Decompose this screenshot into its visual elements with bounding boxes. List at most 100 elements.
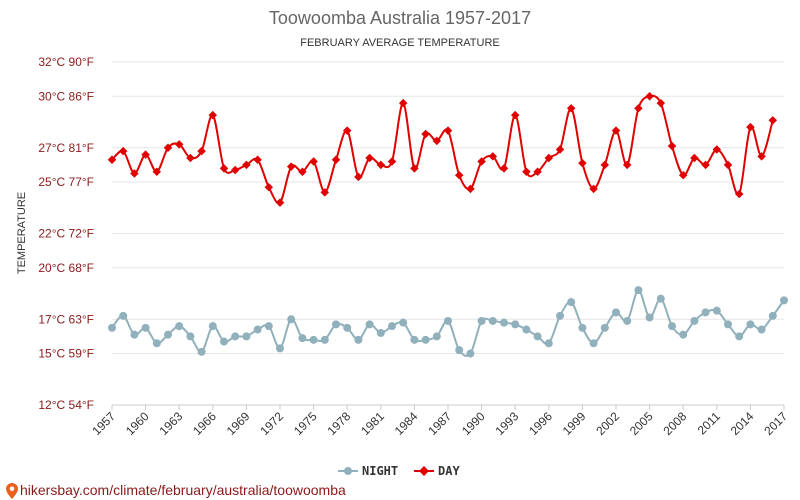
data-point-night-1969[interactable]	[242, 332, 251, 341]
data-point-night-1962[interactable]	[164, 330, 172, 339]
data-point-night-2001[interactable]	[600, 323, 609, 332]
data-point-night-1995[interactable]	[533, 332, 542, 341]
data-point-day-1967[interactable]	[219, 164, 229, 173]
data-point-day-1965[interactable]	[197, 146, 206, 156]
data-point-night-1991[interactable]	[488, 316, 497, 325]
data-point-day-2001[interactable]	[600, 160, 610, 170]
data-point-night-1967[interactable]	[220, 337, 228, 346]
data-point-day-1964[interactable]	[186, 153, 195, 163]
data-point-day-2007[interactable]	[667, 141, 677, 151]
data-point-night-1961[interactable]	[152, 339, 161, 348]
data-point-day-1969[interactable]	[242, 160, 251, 170]
data-point-day-1968[interactable]	[230, 165, 240, 175]
data-point-day-2016[interactable]	[768, 116, 778, 125]
data-point-night-1997[interactable]	[556, 311, 564, 320]
data-point-night-2012[interactable]	[724, 320, 732, 329]
data-point-night-2009[interactable]	[690, 316, 699, 325]
data-point-night-2015[interactable]	[757, 325, 766, 334]
data-point-day-1984[interactable]	[410, 164, 419, 173]
data-point-night-2000[interactable]	[589, 339, 598, 348]
data-point-day-2004[interactable]	[634, 104, 643, 113]
data-point-day-1962[interactable]	[163, 143, 173, 152]
data-point-night-1957[interactable]	[108, 323, 116, 332]
legend-item-day[interactable]: DAY	[414, 464, 460, 478]
data-point-night-2013[interactable]	[735, 332, 744, 341]
data-point-night-1976[interactable]	[320, 335, 329, 344]
data-point-night-2002[interactable]	[612, 308, 620, 317]
data-point-night-1970[interactable]	[253, 325, 262, 334]
data-point-day-1994[interactable]	[522, 167, 531, 177]
data-point-day-1974[interactable]	[298, 167, 307, 177]
data-point-night-1986[interactable]	[432, 332, 441, 341]
data-point-night-2017[interactable]	[780, 296, 788, 305]
data-point-night-1966[interactable]	[208, 322, 217, 331]
data-point-night-1960[interactable]	[141, 323, 150, 332]
data-point-day-1980[interactable]	[365, 153, 374, 163]
data-point-night-1987[interactable]	[444, 316, 452, 325]
data-point-day-1972[interactable]	[275, 198, 285, 207]
data-point-night-2004[interactable]	[634, 286, 643, 295]
legend-item-night[interactable]: NIGHT	[338, 464, 398, 478]
data-point-day-2005[interactable]	[645, 92, 654, 101]
data-point-night-2007[interactable]	[668, 322, 676, 331]
data-point-night-1989[interactable]	[466, 349, 475, 358]
data-point-night-1977[interactable]	[332, 320, 340, 329]
data-point-day-1960[interactable]	[141, 150, 150, 159]
data-point-day-1970[interactable]	[253, 155, 262, 164]
data-point-night-1973[interactable]	[287, 315, 296, 324]
data-point-night-1996[interactable]	[544, 339, 553, 348]
footer-url[interactable]: hikersbay.com/climate/february/australia…	[20, 482, 346, 498]
data-point-night-1988[interactable]	[455, 346, 464, 355]
data-point-night-1972[interactable]	[276, 344, 284, 353]
data-point-day-1958[interactable]	[118, 146, 128, 156]
data-point-day-1976[interactable]	[320, 188, 330, 197]
data-point-night-1968[interactable]	[231, 332, 240, 341]
data-point-day-1971[interactable]	[264, 182, 274, 192]
data-point-night-2010[interactable]	[701, 308, 710, 317]
data-point-night-1992[interactable]	[500, 318, 508, 327]
data-point-day-1988[interactable]	[454, 170, 464, 180]
data-point-night-1985[interactable]	[421, 335, 430, 344]
data-point-night-1979[interactable]	[354, 335, 363, 344]
data-point-day-1975[interactable]	[309, 157, 318, 166]
data-point-night-1958[interactable]	[119, 311, 128, 320]
data-point-day-1989[interactable]	[466, 184, 475, 194]
data-point-day-1985[interactable]	[421, 129, 430, 139]
data-point-day-2006[interactable]	[656, 98, 666, 108]
data-point-night-2006[interactable]	[656, 294, 665, 303]
data-point-day-1986[interactable]	[432, 136, 442, 146]
data-point-day-1982[interactable]	[387, 157, 397, 166]
data-point-day-1966[interactable]	[208, 110, 218, 120]
data-point-day-1983[interactable]	[398, 98, 408, 108]
data-point-night-2014[interactable]	[746, 320, 755, 329]
data-point-night-1990[interactable]	[477, 316, 486, 325]
data-point-night-2011[interactable]	[712, 306, 721, 315]
footer-link[interactable]: hikersbay.com/climate/february/australia…	[6, 482, 346, 499]
data-point-night-2003[interactable]	[623, 316, 632, 325]
data-point-day-2012[interactable]	[723, 160, 733, 170]
data-point-night-1993[interactable]	[511, 320, 520, 329]
data-point-night-1963[interactable]	[175, 322, 184, 331]
data-point-day-1957[interactable]	[107, 155, 117, 164]
data-point-day-1993[interactable]	[510, 110, 520, 120]
data-point-night-1965[interactable]	[197, 347, 206, 356]
data-point-night-1981[interactable]	[376, 328, 385, 337]
data-point-day-1990[interactable]	[477, 157, 486, 166]
data-point-day-1963[interactable]	[174, 140, 184, 149]
data-point-night-1984[interactable]	[410, 335, 419, 344]
data-point-day-1973[interactable]	[286, 162, 296, 171]
data-point-night-1980[interactable]	[365, 320, 374, 329]
data-point-day-1977[interactable]	[331, 155, 341, 164]
data-point-day-1961[interactable]	[152, 167, 162, 177]
data-point-night-1978[interactable]	[343, 323, 352, 332]
data-point-day-1999[interactable]	[578, 158, 587, 168]
data-point-night-2008[interactable]	[679, 330, 688, 339]
data-point-day-1959[interactable]	[130, 169, 139, 178]
data-point-night-1974[interactable]	[298, 334, 307, 343]
data-point-night-1999[interactable]	[578, 323, 587, 332]
data-point-day-1987[interactable]	[443, 126, 453, 135]
data-point-day-1979[interactable]	[354, 172, 363, 182]
data-point-night-2005[interactable]	[645, 313, 654, 322]
data-point-day-1992[interactable]	[499, 164, 509, 173]
data-point-day-1981[interactable]	[376, 160, 386, 170]
